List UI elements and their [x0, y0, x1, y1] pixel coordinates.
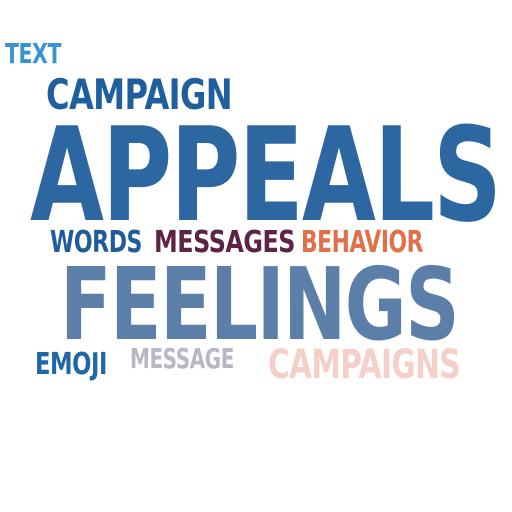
word-feelings: FEELINGS: [60, 255, 512, 355]
word-campaign: CAMPAIGN: [46, 74, 289, 116]
word-text: TEXT: [5, 40, 82, 68]
word-messages-label: MESSAGES: [154, 225, 296, 260]
word-emoji: EMOJI: [35, 350, 130, 380]
word-behavior: BEHAVIOR: [301, 228, 469, 258]
word-feelings-label: FEELINGS: [60, 246, 460, 363]
word-campaigns: CAMPAIGNS: [268, 345, 512, 385]
word-message-label: MESSAGE: [130, 342, 234, 375]
word-appeals: APPEALS: [30, 110, 512, 240]
word-campaign-label: CAMPAIGN: [46, 70, 233, 119]
word-campaigns-label: CAMPAIGNS: [268, 342, 461, 388]
word-emoji-label: EMOJI: [35, 347, 107, 382]
word-words-label: WORDS: [50, 225, 142, 260]
word-behavior-label: BEHAVIOR: [301, 225, 424, 260]
word-words: WORDS: [50, 228, 175, 258]
word-text-label: TEXT: [5, 37, 61, 70]
word-messages: MESSAGES: [154, 228, 331, 258]
word-message: MESSAGE: [130, 345, 276, 373]
word-appeals-label: APPEALS: [30, 99, 502, 251]
